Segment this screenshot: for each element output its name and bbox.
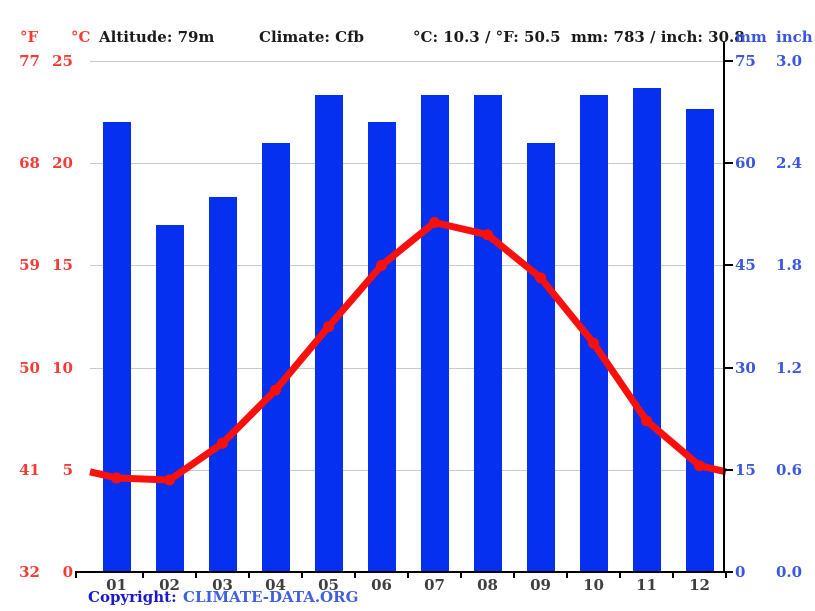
c-axis-tick-label: 25 [52, 52, 73, 70]
annual-precip-text: mm: 783 / inch: 30.8 [571, 28, 745, 46]
month-label-11: 11 [636, 576, 657, 594]
month-label-09: 09 [530, 576, 551, 594]
inch-axis-tick-label: 0.6 [776, 460, 803, 479]
copyright-label: Copyright: [88, 588, 177, 606]
right-axis-tick [725, 571, 733, 573]
mean-temp-text: °C: 10.3 / °F: 50.5 [413, 28, 561, 46]
mm-axis-tick-label: 60 [735, 154, 756, 173]
month-label-10: 10 [583, 576, 604, 594]
x-axis-tick [566, 571, 568, 578]
inch-axis-title: inch [776, 28, 813, 46]
month-label-03: 03 [212, 576, 233, 594]
x-axis-tick [407, 571, 409, 578]
gridline [90, 265, 726, 267]
x-axis-tick [142, 571, 144, 578]
f-axis-tick-label: 77 [19, 52, 40, 70]
right-axis-tick [725, 366, 733, 369]
c-axis-tick-label: 10 [52, 358, 73, 377]
f-axis-tick-label: 68 [19, 154, 40, 173]
month-label-06: 06 [371, 576, 392, 594]
c-axis-tick-label: 20 [52, 154, 73, 173]
mm-axis-tick-label: 0 [735, 563, 746, 581]
precip-bar-08 [473, 95, 502, 572]
x-axis-line [76, 571, 726, 573]
fahrenheit-axis-title: °F [20, 28, 39, 46]
x-axis-tick [195, 571, 197, 578]
temperature-point-06 [376, 259, 387, 271]
precip-bar-04 [261, 142, 290, 572]
right-y-axis-line [723, 42, 725, 573]
precip-bar-01 [102, 122, 131, 572]
temperature-line [89, 217, 727, 486]
x-axis-tick [248, 571, 250, 578]
mm-axis-tick-label: 30 [735, 358, 756, 377]
x-axis-tick [354, 571, 356, 578]
temperature-point-11 [641, 415, 652, 427]
gridline [90, 163, 726, 165]
plot-area [89, 61, 727, 572]
celsius-axis-title: °C [71, 28, 91, 46]
month-label-08: 08 [477, 576, 498, 594]
precip-bar-11 [632, 88, 661, 572]
month-label-02: 02 [159, 576, 180, 594]
right-axis-tick [725, 60, 733, 62]
right-axis-tick [725, 162, 733, 165]
precip-bar-09 [526, 142, 555, 572]
temperature-polyline [89, 219, 727, 484]
mm-axis-tick-label: 45 [735, 256, 756, 275]
inch-axis-tick-label: 1.8 [776, 256, 803, 275]
precip-bar-03 [208, 197, 237, 572]
temperature-point-12 [694, 460, 705, 472]
inch-axis-tick-label: 0.0 [776, 563, 803, 581]
month-label-12: 12 [689, 576, 710, 594]
c-axis-tick-label: 5 [62, 460, 73, 479]
inch-axis-tick-label: 1.2 [776, 358, 803, 377]
x-axis-tick [672, 571, 674, 578]
gridline [90, 61, 726, 62]
inch-axis-tick-label: 3.0 [776, 52, 803, 70]
temperature-point-07 [429, 217, 440, 228]
right-axis-tick [725, 468, 733, 471]
f-axis-tick-label: 32 [19, 563, 40, 581]
precip-bar-12 [685, 108, 714, 572]
month-label-05: 05 [318, 576, 339, 594]
x-axis-tick [725, 571, 727, 578]
temperature-point-02 [164, 474, 175, 486]
temperature-point-08 [482, 229, 493, 241]
temperature-point-10 [588, 337, 599, 349]
precip-bar-06 [367, 122, 396, 572]
c-axis-tick-label: 15 [52, 256, 73, 275]
inch-axis-tick-label: 2.4 [776, 154, 803, 173]
f-axis-tick-label: 59 [19, 256, 40, 275]
temperature-point-04 [270, 384, 281, 396]
right-axis-tick [725, 264, 733, 267]
temperature-point-01 [111, 472, 122, 484]
mm-axis-title: mm [735, 28, 767, 46]
temperature-point-03 [217, 437, 228, 449]
gridline [90, 469, 726, 471]
x-axis-tick [75, 571, 77, 578]
copyright-link[interactable]: CLIMATE-DATA.ORG [183, 588, 359, 606]
x-axis-tick [301, 571, 303, 578]
precip-bar-02 [155, 224, 184, 572]
temperature-point-05 [323, 321, 334, 333]
c-axis-tick-label: 0 [62, 563, 73, 581]
altitude-text: Altitude: 79m [99, 28, 215, 46]
gridline [90, 367, 726, 369]
x-axis-tick [619, 571, 621, 578]
month-label-04: 04 [265, 576, 286, 594]
temperature-point-09 [535, 272, 546, 284]
mm-axis-tick-label: 75 [735, 52, 756, 70]
climate-class-text: Climate: Cfb [259, 28, 365, 46]
month-label-07: 07 [424, 576, 445, 594]
mm-axis-tick-label: 15 [735, 460, 756, 479]
precip-bar-07 [420, 95, 449, 572]
f-axis-tick-label: 41 [19, 460, 40, 479]
x-axis-tick [460, 571, 462, 578]
month-label-01: 01 [106, 576, 127, 594]
x-axis-tick [513, 571, 515, 578]
f-axis-tick-label: 50 [19, 358, 40, 377]
